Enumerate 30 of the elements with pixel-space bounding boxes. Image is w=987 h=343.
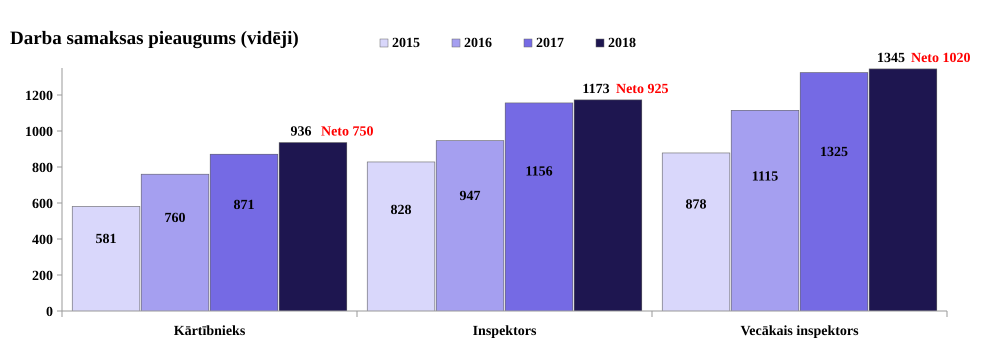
data-label: 1115 — [752, 170, 778, 185]
data-label: 1156 — [525, 164, 553, 180]
data-label: 947 — [460, 189, 481, 204]
y-tick-label: 800 — [32, 160, 53, 176]
data-label: 936 — [290, 124, 312, 140]
data-label: 1325 — [820, 144, 848, 160]
legend-label: 2018 — [608, 36, 636, 51]
legend-label: 2015 — [392, 36, 420, 51]
chart-title: Darba samaksas pieaugums (vidēji) — [10, 28, 299, 49]
x-tick-label: Inspektors — [472, 324, 537, 339]
legend-label: 2017 — [536, 36, 564, 51]
y-tick-label: 400 — [32, 232, 53, 248]
annotation: Neto 750 — [320, 124, 374, 140]
legend-label: 2016 — [464, 36, 492, 51]
data-label: 760 — [164, 211, 186, 226]
y-tick-label: 200 — [32, 268, 53, 284]
x-tick-label: Kārtībnieks — [174, 324, 246, 339]
text: Neto 1020 — [910, 50, 970, 66]
y-tick-label: 1200 — [25, 88, 53, 104]
data-label: 1173 — [582, 82, 610, 97]
data-label: 871 — [233, 198, 254, 214]
y-tick-label: 1000 — [25, 124, 53, 140]
data-label: 1345 — [876, 50, 905, 66]
annotation: Neto 925 — [616, 82, 668, 97]
data-label: 878 — [686, 197, 707, 212]
x-tick-label: Vecākais inspektors — [740, 324, 860, 339]
data-label: 828 — [390, 203, 412, 218]
data-label: 581 — [96, 232, 117, 248]
y-tick-label: 0 — [46, 304, 53, 320]
y-tick-label: 600 — [32, 196, 53, 212]
